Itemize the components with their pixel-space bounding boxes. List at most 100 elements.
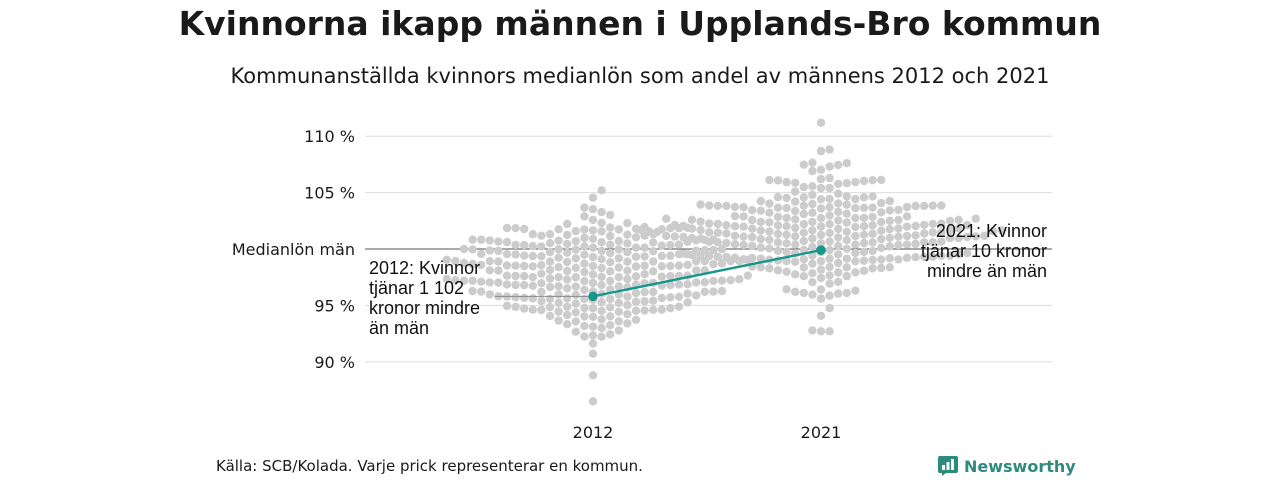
municipality-dot (859, 193, 869, 202)
municipality-dot (614, 317, 623, 326)
municipality-dot (468, 286, 477, 296)
municipality-dot (868, 255, 877, 265)
municipality-dot (545, 274, 555, 283)
municipality-dot (696, 251, 705, 260)
municipality-dot (730, 231, 740, 240)
municipality-dot (494, 266, 503, 275)
municipality-dot (468, 235, 477, 244)
municipality-dot (894, 240, 903, 250)
distribution-dots (442, 118, 1006, 406)
municipality-dot (735, 275, 744, 284)
municipality-dot (485, 257, 494, 266)
municipality-dot (722, 252, 731, 262)
municipality-dot (520, 224, 529, 234)
municipality-dot (545, 294, 555, 303)
municipality-dot (571, 237, 580, 246)
municipality-dot (597, 186, 606, 195)
municipality-dot (705, 201, 714, 210)
municipality-dot (640, 261, 649, 270)
municipality-dot (623, 292, 632, 301)
municipality-dot (730, 240, 740, 249)
municipality-dot (851, 194, 860, 204)
municipality-dot (739, 232, 748, 241)
municipality-dot (511, 271, 520, 281)
y-axis-labels: 110 % 105 % Medianlön män 95 % 90 % (232, 127, 355, 372)
municipality-dot (614, 236, 623, 246)
municipality-dot (842, 200, 851, 209)
municipality-dot (739, 222, 748, 231)
municipality-dot (631, 288, 641, 298)
municipality-dot (563, 230, 572, 240)
municipality-dot (662, 231, 671, 241)
municipality-dot (468, 276, 477, 285)
municipality-dot (588, 339, 598, 348)
municipality-dot (692, 278, 701, 287)
municipality-dot (580, 276, 589, 286)
municipality-dot (842, 288, 851, 298)
municipality-dot (834, 224, 843, 234)
municipality-dot (554, 282, 563, 291)
municipality-dot (623, 230, 632, 239)
highlight-point (816, 245, 826, 255)
municipality-dot (580, 294, 589, 304)
municipality-dot (885, 206, 894, 215)
municipality-dot (765, 235, 774, 244)
municipality-dot (520, 240, 529, 250)
municipality-dot (580, 203, 589, 212)
municipality-dot (756, 243, 765, 252)
municipality-dot (782, 177, 791, 187)
municipality-dot (666, 240, 675, 250)
municipality-dot (666, 280, 675, 290)
municipality-dot (868, 238, 877, 247)
municipality-dot (588, 331, 598, 340)
municipality-dot (631, 315, 641, 324)
municipality-dot (537, 231, 546, 240)
municipality-dot (657, 262, 666, 271)
municipality-dot (756, 226, 765, 235)
municipality-dot (791, 187, 800, 196)
municipality-dot (851, 248, 860, 258)
municipality-dot (649, 257, 658, 266)
municipality-dot (606, 330, 615, 339)
municipality-dot (748, 232, 757, 242)
x-tick-label: 2021 (801, 423, 842, 442)
municipality-dot (683, 298, 692, 307)
municipality-dot (963, 249, 972, 258)
municipality-dot (606, 231, 615, 241)
municipality-dot (563, 275, 572, 284)
municipality-dot (649, 305, 658, 314)
municipality-dot (756, 206, 765, 215)
municipality-dot (877, 243, 886, 253)
municipality-dot (606, 210, 615, 220)
municipality-dot (696, 200, 705, 209)
municipality-dot (842, 244, 851, 253)
municipality-dot (705, 252, 714, 261)
municipality-dot (756, 234, 765, 244)
municipality-dot (765, 227, 774, 236)
municipality-dot (705, 237, 714, 246)
municipality-dot (623, 274, 632, 284)
municipality-dot (859, 230, 869, 239)
municipality-dot (614, 225, 623, 234)
municipality-dot (808, 259, 817, 268)
municipality-dot (606, 276, 615, 286)
municipality-dot (528, 241, 537, 251)
municipality-dot (657, 293, 666, 303)
municipality-dot (825, 203, 834, 212)
municipality-dot (877, 234, 886, 244)
municipality-dot (842, 271, 851, 281)
municipality-dot (825, 237, 834, 246)
municipality-dot (825, 228, 834, 238)
chart-title: Kvinnorna ikapp männen i Upplands-Bro ko… (178, 4, 1102, 43)
municipality-dot (885, 233, 894, 242)
municipality-dot (614, 273, 623, 282)
municipality-dot (894, 232, 903, 241)
annotation-line: mindre än män (927, 261, 1047, 281)
municipality-dot (859, 256, 869, 265)
municipality-dot (679, 221, 688, 231)
municipality-dot (730, 211, 740, 221)
municipality-dot (920, 220, 929, 230)
newsworthy-logo[interactable]: Newsworthy (938, 456, 1076, 476)
municipality-dot (717, 276, 727, 285)
municipality-dot (808, 217, 817, 227)
